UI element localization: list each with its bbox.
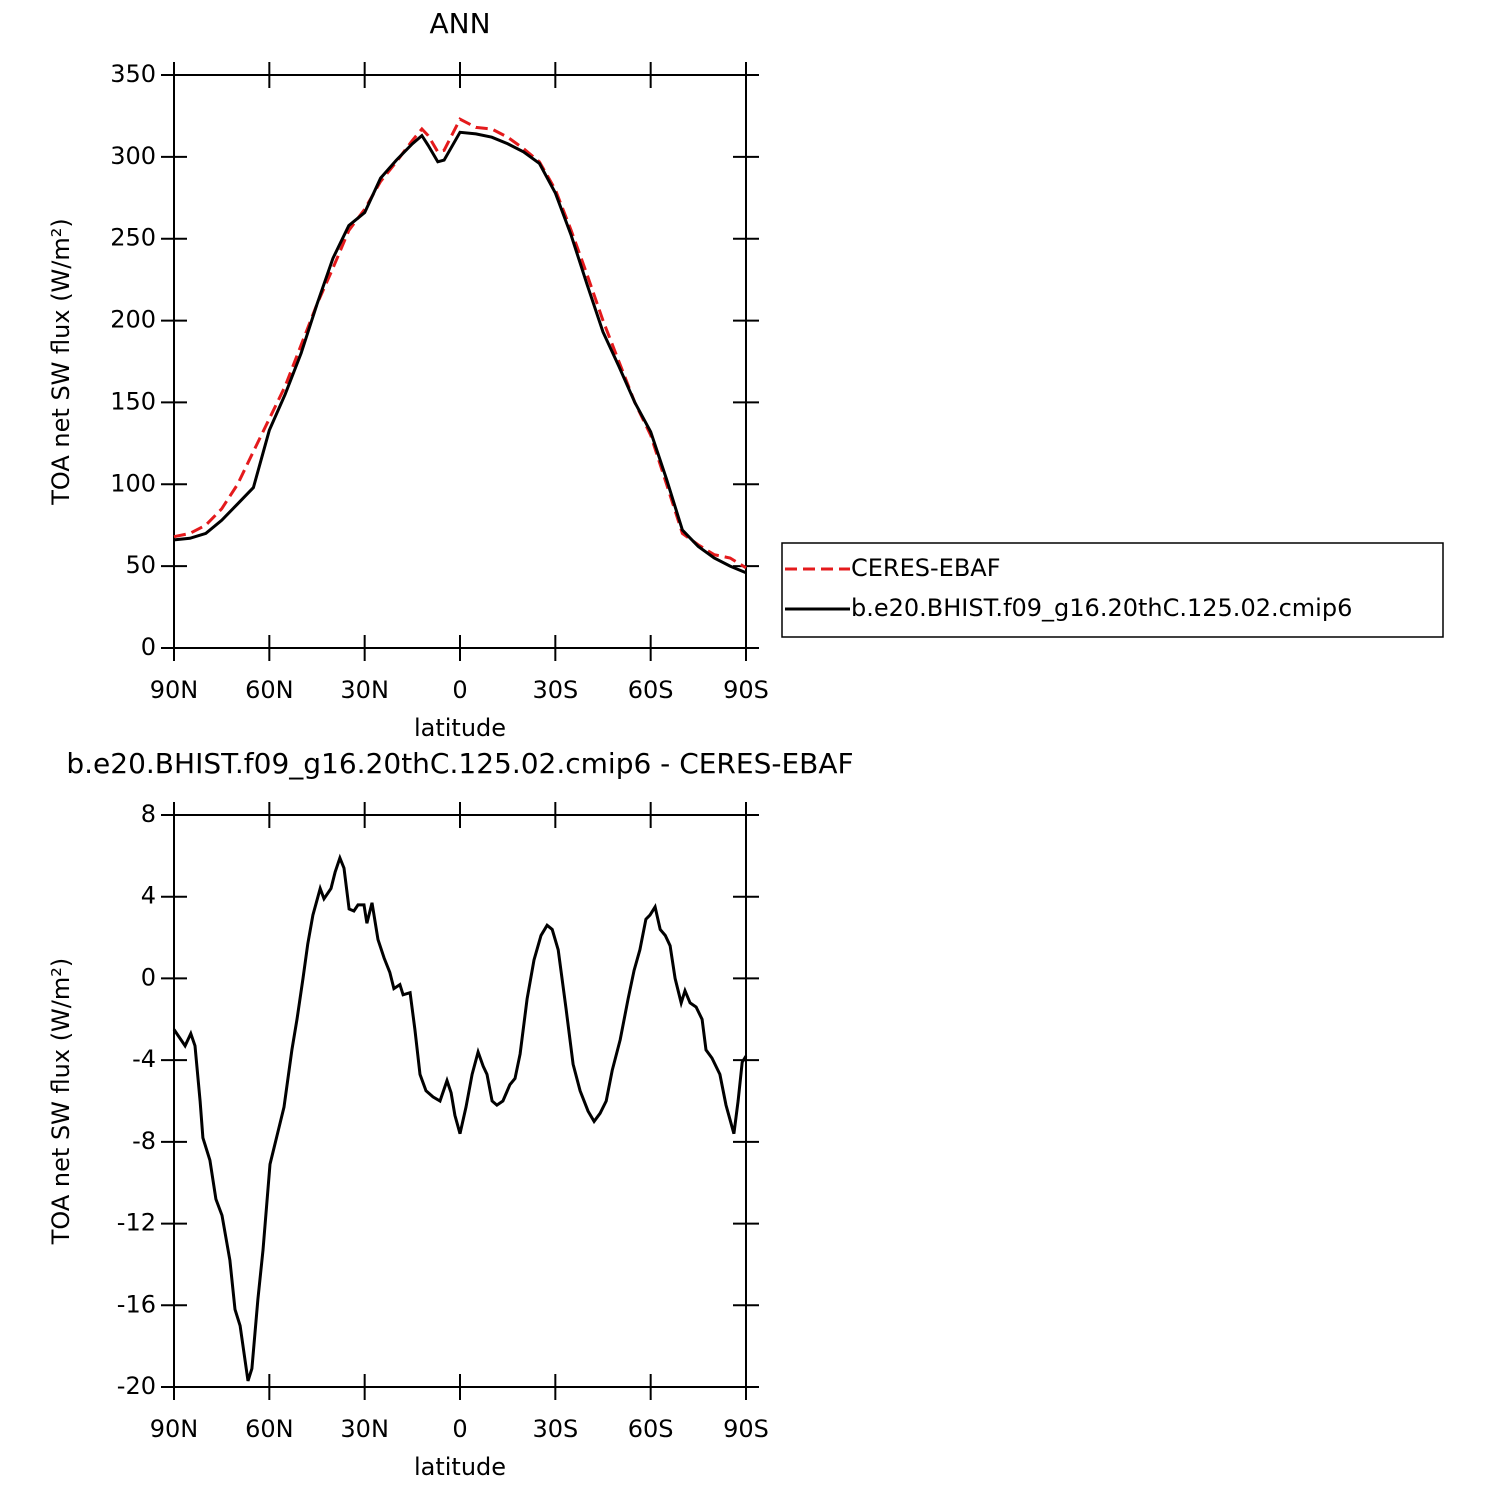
x-tick-label: 90N bbox=[150, 676, 199, 704]
legend-box bbox=[781, 542, 1444, 638]
y-tick-label: 250 bbox=[110, 224, 156, 252]
data-line bbox=[173, 130, 747, 575]
x-tick-label: 60N bbox=[245, 676, 294, 704]
x-axis-label: latitude bbox=[414, 1453, 506, 1481]
x-tick-label: 0 bbox=[452, 676, 467, 704]
x-tick-label: 30S bbox=[532, 676, 578, 704]
y-tick-label: -16 bbox=[117, 1290, 156, 1318]
x-tick-label: 0 bbox=[452, 1415, 467, 1443]
y-tick-label: -12 bbox=[117, 1209, 156, 1237]
y-tick-label: 0 bbox=[141, 963, 156, 991]
x-tick-label: 90S bbox=[723, 1415, 769, 1443]
x-tick-label: 90N bbox=[150, 1415, 199, 1443]
x-tick-label: 30S bbox=[532, 1415, 578, 1443]
chart-title: ANN bbox=[429, 7, 490, 40]
x-tick-label: 30N bbox=[340, 1415, 389, 1443]
y-tick-label: 300 bbox=[110, 142, 156, 170]
x-tick-label: 60S bbox=[628, 676, 674, 704]
y-tick-label: 150 bbox=[110, 387, 156, 415]
y-tick-label: -20 bbox=[117, 1372, 156, 1400]
x-tick-label: 60S bbox=[628, 1415, 674, 1443]
legend-label: CERES-EBAF bbox=[851, 554, 1001, 582]
data-line bbox=[173, 117, 747, 570]
x-tick-label: 30N bbox=[340, 676, 389, 704]
y-tick-label: 100 bbox=[110, 469, 156, 497]
y-tick-label: -8 bbox=[132, 1127, 156, 1155]
y-tick-label: 200 bbox=[110, 306, 156, 334]
plot-frame bbox=[173, 74, 747, 649]
legend-label: b.e20.BHIST.f09_g16.20thC.125.02.cmip6 bbox=[851, 594, 1352, 622]
plot-frame bbox=[173, 814, 747, 1388]
y-tick-label: 350 bbox=[110, 60, 156, 88]
y-tick-label: 0 bbox=[141, 633, 156, 661]
y-tick-label: 8 bbox=[141, 800, 156, 828]
data-line bbox=[172, 853, 748, 1382]
y-tick-label: 50 bbox=[125, 551, 156, 579]
x-tick-label: 60N bbox=[245, 1415, 294, 1443]
chart-title: b.e20.BHIST.f09_g16.20thC.125.02.cmip6 -… bbox=[66, 747, 853, 780]
y-axis-label: TOA net SW flux (W/m²) bbox=[47, 218, 75, 506]
y-tick-label: 4 bbox=[141, 882, 156, 910]
x-axis-label: latitude bbox=[414, 714, 506, 742]
x-tick-label: 90S bbox=[723, 676, 769, 704]
y-tick-label: -4 bbox=[132, 1045, 156, 1073]
y-axis-label: TOA net SW flux (W/m²) bbox=[47, 958, 75, 1246]
